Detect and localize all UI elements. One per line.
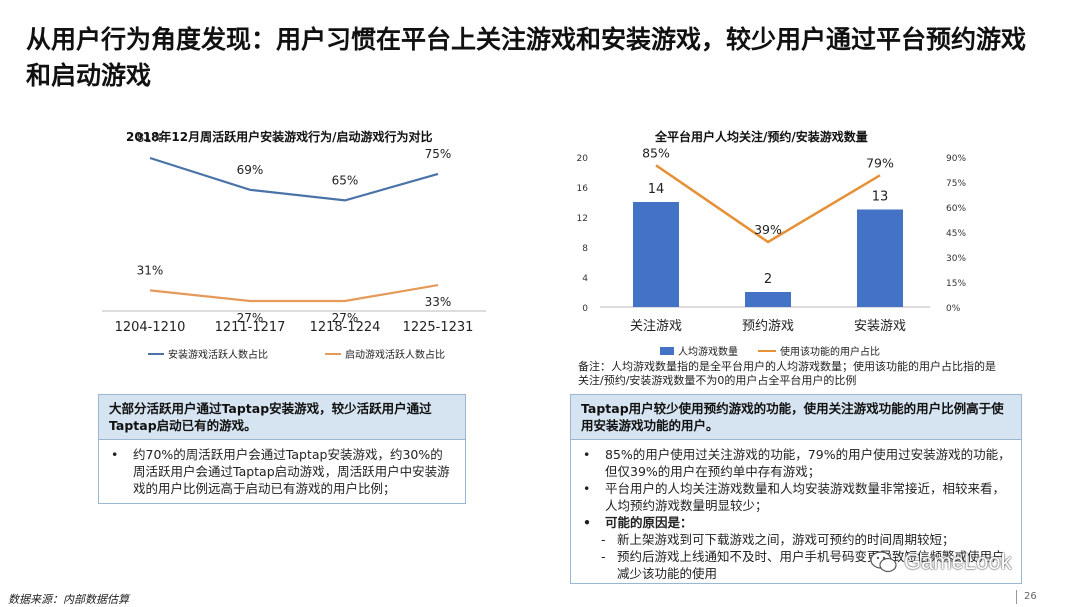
right-panel-sub-bullet: - 新上架游戏到可下载游戏之间，游戏可预约的时间周期较短；	[601, 532, 955, 547]
brand-watermark: GameLook	[870, 549, 1012, 575]
data-label: 81%	[137, 131, 164, 145]
right-axis-tick: 45%	[946, 229, 966, 239]
legend-swatch	[660, 347, 674, 355]
page-number: 26	[1024, 591, 1037, 602]
x-tick-label: 1218-1224	[310, 320, 381, 335]
chart-note: 备注：人均游戏数量指的是全平台用户的人均游戏数量；使用该功能的用户占比指的是关注…	[578, 360, 996, 387]
left-chart: 2018年12月周活跃用户安装游戏行为/启动游戏行为对比 81% 69% 65% 75…	[100, 128, 510, 368]
data-label: 75%	[425, 147, 452, 161]
bar-value-label: 2	[764, 272, 772, 287]
data-label: 65%	[332, 173, 359, 187]
line-value-label: 39%	[754, 222, 782, 237]
left-summary-panel: 大部分活跃用户通过Taptap安装游戏，较少活跃用户通过Taptap启动已有的游…	[98, 394, 466, 504]
right-axis-tick: 90%	[946, 154, 966, 164]
right-chart-svg: 20 16 12 8 4 0 90% 75% 60% 45% 30% 15% 0% 14 关注游戏 2 预约游戏…	[577, 145, 967, 358]
legend-label: 使用该功能的用户占比	[780, 345, 880, 358]
left-axis-tick: 12	[577, 214, 588, 224]
left-panel-bullet: • 约70%的周活跃用户会通过Taptap安装游戏，约30%的周活跃用户会通过T…	[111, 447, 450, 496]
legend-label: 安装游戏活跃人数占比	[168, 348, 268, 361]
data-label: 27%	[237, 311, 264, 325]
data-label: 33%	[425, 295, 452, 309]
bar	[633, 202, 679, 307]
data-label: 27%	[332, 311, 359, 325]
page-divider	[1016, 590, 1017, 604]
right-chart: 全平台用户人均关注/预约/安装游戏数量 20 16 12 8 4 0 90% 75% 60% 45…	[560, 128, 990, 360]
left-axis-tick: 4	[582, 274, 588, 284]
wechat-icon	[870, 551, 897, 573]
x-tick-label: 1211-1217	[215, 320, 286, 335]
bullet-dot: •	[583, 515, 591, 530]
line-value-label: 79%	[866, 155, 894, 170]
share-line	[655, 164, 881, 244]
x-tick-label: 关注游戏	[630, 319, 682, 334]
page-title: 从用户行为角度发现：用户习惯在平台上关注游戏和安装游戏，较少用户通过平台预约游戏…	[26, 25, 1027, 90]
right-axis-tick: 75%	[946, 179, 966, 189]
right-axis-tick: 15%	[946, 279, 966, 289]
x-tick-label: 预约游戏	[742, 319, 794, 334]
data-label: 69%	[237, 163, 264, 177]
right-panel-bullet: • 85%的用户使用过关注游戏的功能，79%的用户使用过安装游戏的功能，但仅39…	[583, 447, 1011, 479]
left-axis-tick: 8	[582, 244, 588, 254]
right-chart-title: 全平台用户人均关注/预约/安装游戏数量	[655, 130, 868, 144]
right-summary-panel: Taptap用户较少使用预约游戏的功能，使用关注游戏功能的用户比例高于使用安装游…	[570, 394, 1022, 584]
right-panel-heading: Taptap用户较少使用预约游戏的功能，使用关注游戏功能的用户比例高于使用安装游…	[571, 395, 1021, 440]
x-tick-label: 1204-1210	[115, 320, 186, 335]
dash-marker: -	[601, 549, 606, 564]
legend-label: 人均游戏数量	[678, 345, 738, 358]
series-line-1	[149, 156, 439, 202]
left-axis-tick: 20	[577, 154, 589, 164]
bar-value-label: 14	[648, 182, 665, 197]
brand-text: GameLook	[904, 549, 1012, 574]
legend-label: 启动游戏活跃人数占比	[345, 348, 445, 361]
left-panel-heading: 大部分活跃用户通过Taptap安装游戏，较少活跃用户通过Taptap启动已有的游…	[99, 395, 465, 440]
left-chart-title: 2018年12月周活跃用户安装游戏行为/启动游戏行为对比	[126, 130, 433, 144]
x-tick-label: 1225-1231	[403, 320, 474, 335]
right-axis-tick: 30%	[946, 254, 966, 264]
x-tick-label: 安装游戏	[854, 319, 906, 334]
bar	[857, 209, 903, 307]
dash-marker: -	[601, 532, 606, 547]
left-chart-svg: 81% 69% 65% 75% 安装游戏活跃人数占比 31% 27% 27% 33% 启动游戏活跃…	[102, 131, 486, 361]
right-panel-sub-bullet: - 预约后游戏上线通知不及时、用户手机号码变更导致短信频繁或使用户减少该功能的使…	[601, 549, 1005, 581]
bullet-dot: •	[583, 481, 591, 496]
bullet-dot: •	[111, 447, 119, 462]
right-axis-tick: 0%	[946, 304, 961, 314]
right-panel-bullet: • 平台用户的人均关注游戏数量和人均安装游戏数量非常接近，相较来看，人均预约游戏…	[583, 481, 1006, 513]
right-axis-tick: 60%	[946, 204, 966, 214]
data-label: 31%	[137, 263, 164, 277]
line-value-label: 85%	[642, 145, 670, 160]
bar-value-label: 13	[872, 190, 889, 205]
left-axis-tick: 0	[582, 304, 588, 314]
bar	[745, 292, 791, 307]
right-panel-bullet: • 可能的原因是：	[583, 515, 693, 530]
series-line-2	[149, 284, 439, 303]
left-axis-tick: 16	[577, 184, 589, 194]
data-source: 数据来源：内部数据估算	[8, 593, 129, 606]
bullet-dot: •	[583, 447, 591, 462]
